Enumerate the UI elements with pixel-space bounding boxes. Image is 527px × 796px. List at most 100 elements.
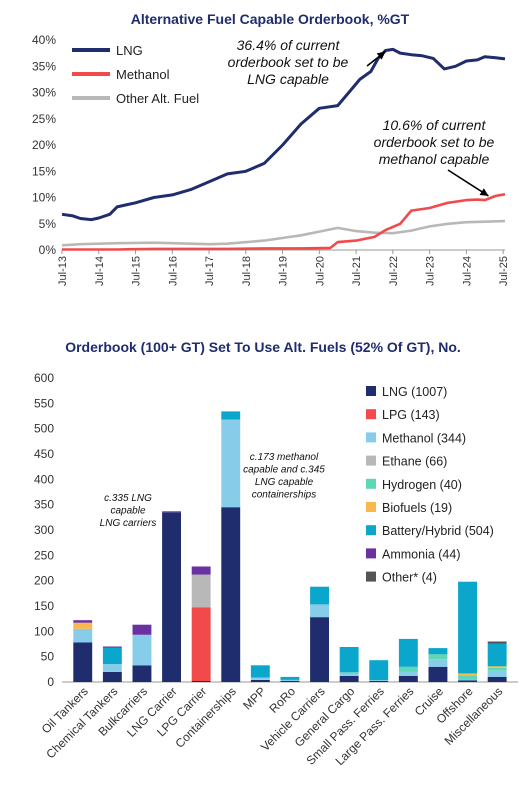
bar-segment-methanol	[458, 679, 477, 681]
x-tick-label: Jul-17	[204, 256, 216, 286]
annotation-text: LNG carriers	[100, 518, 157, 529]
bar-segment-methanol	[398, 671, 418, 676]
bar-segment-hydrogen	[398, 666, 418, 672]
y-tick-label: 50	[41, 650, 55, 664]
x-tick-label: Jul-22	[388, 256, 400, 286]
annotation-text: capable and c.345	[243, 465, 325, 476]
bar-segment-other-	[487, 641, 507, 644]
annotation-text: c.335 LNG	[104, 493, 152, 504]
bar-segment-lng	[310, 617, 329, 682]
bar-segment-lng	[339, 675, 359, 682]
y-tick-label: 0	[47, 675, 54, 689]
legend-swatch	[366, 432, 376, 443]
x-tick-label: Jul-18	[241, 256, 253, 286]
y-tick-label: 500	[34, 422, 54, 436]
annotation-text: 36.4% of current	[237, 37, 341, 53]
legend-label: LPG (143)	[382, 408, 440, 422]
bar-segment-lng	[458, 680, 477, 682]
bar-segment-battery-hybrid	[102, 647, 122, 665]
series-line-lng	[61, 47, 506, 222]
y-tick-label: 150	[34, 599, 54, 613]
legend-swatch	[366, 478, 376, 489]
annotation-text: LNG capable	[255, 477, 314, 488]
bar-segment-lng	[250, 680, 270, 682]
bar-segment-battery-hybrid	[369, 660, 389, 680]
annotation-arrowhead	[479, 188, 489, 196]
bar-segment-methanol	[339, 673, 359, 676]
x-tick-label: Jul-19	[278, 256, 290, 286]
x-tick-label: Jul-14	[94, 256, 106, 286]
legend-label: Methanol (344)	[382, 431, 466, 445]
annotation-text: capable	[110, 506, 145, 517]
bar-segment-lng	[398, 675, 418, 682]
bar-segment-battery-hybrid	[458, 581, 477, 674]
bar-segment-battery-hybrid	[487, 643, 507, 667]
bar-segment-methanol	[428, 659, 448, 667]
x-tick-label: Jul-13	[57, 256, 69, 286]
legend-swatch	[366, 409, 376, 420]
bar-segment-lng	[221, 507, 241, 682]
annotation-text: methanol capable	[379, 151, 490, 167]
y-tick-label: 30%	[32, 86, 56, 100]
series-line-other-alt-fuel	[61, 219, 506, 247]
legend-label: Ethane (66)	[382, 455, 447, 469]
y-tick-label: 450	[34, 447, 54, 461]
legend-label: Ammonia (44)	[382, 547, 461, 561]
bar-segment-ammonia	[191, 566, 211, 575]
y-tick-label: 0%	[39, 243, 57, 257]
x-tick-label: Jul-21	[351, 256, 363, 286]
bar-segment-battery-hybrid	[339, 647, 359, 673]
y-tick-label: 250	[34, 548, 54, 562]
legend-label: Battery/Hybrid (504)	[382, 524, 494, 538]
annotation-arrow	[447, 169, 489, 197]
series-line-methanol	[62, 193, 506, 251]
x-tick-label: MPP	[240, 684, 268, 712]
line-chart-title: Alternative Fuel Capable Orderbook, %GT	[131, 11, 410, 27]
bar-segment-ammonia	[132, 624, 152, 635]
y-tick-label: 600	[34, 371, 54, 385]
bar-segment-ethane	[191, 574, 211, 608]
y-tick-label: 15%	[32, 164, 56, 178]
bar-segment-lng	[191, 681, 211, 682]
bar-segment-lpg	[191, 607, 211, 681]
legend-swatch	[366, 548, 376, 559]
legend-label: Biofuels (19)	[382, 501, 452, 515]
annotation-text: 10.6% of current	[383, 117, 487, 133]
bar-segment-battery-hybrid	[398, 638, 418, 667]
bar-segment-hydrogen	[73, 628, 93, 630]
bar-segment-methanol	[310, 604, 329, 618]
legend-swatch	[366, 386, 376, 396]
annotation-text: orderbook set to be	[374, 134, 495, 150]
y-tick-label: 35%	[32, 59, 56, 73]
legend-label: Other Alt. Fuel	[116, 91, 199, 106]
legend-swatch	[366, 502, 376, 512]
bar-segment-lng	[162, 512, 181, 682]
x-tick-label: Jul-20	[314, 256, 326, 286]
bar-segment-lng	[428, 666, 448, 682]
bar-segment-biofuels	[458, 673, 477, 676]
x-tick-label: Jul-24	[461, 256, 473, 286]
annotation-text: orderbook set to be	[228, 54, 349, 70]
bar-segment-battery-hybrid	[310, 586, 329, 605]
legend-label: LNG	[116, 43, 143, 58]
x-tick-label: Jul-23	[425, 256, 437, 286]
bar-segment-battery-hybrid	[280, 676, 300, 680]
bar-segment-methanol	[102, 664, 122, 672]
bar-chart-title: Orderbook (100+ GT) Set To Use Alt. Fuel…	[65, 339, 461, 355]
y-tick-label: 5%	[39, 217, 57, 231]
y-tick-label: 550	[34, 396, 54, 410]
legend-label: Hydrogen (40)	[382, 478, 462, 492]
legend-swatch	[366, 525, 376, 536]
bar-segment-hydrogen	[458, 675, 477, 680]
bar-segment-lng	[102, 671, 122, 682]
annotation-text: containerships	[252, 490, 316, 501]
bar-segment-hydrogen	[428, 654, 448, 660]
bar-segment-lng	[280, 681, 300, 682]
legend-label: LNG (1007)	[382, 385, 447, 399]
bar-segment-hydrogen	[339, 672, 359, 674]
y-tick-label: 400	[34, 472, 54, 486]
x-tick-label: Jul-16	[167, 256, 179, 286]
bar-segment-methanol	[280, 680, 300, 681]
line-chart: Alternative Fuel Capable Orderbook, %GT …	[32, 11, 510, 286]
bar-segment-ammonia	[102, 646, 122, 648]
